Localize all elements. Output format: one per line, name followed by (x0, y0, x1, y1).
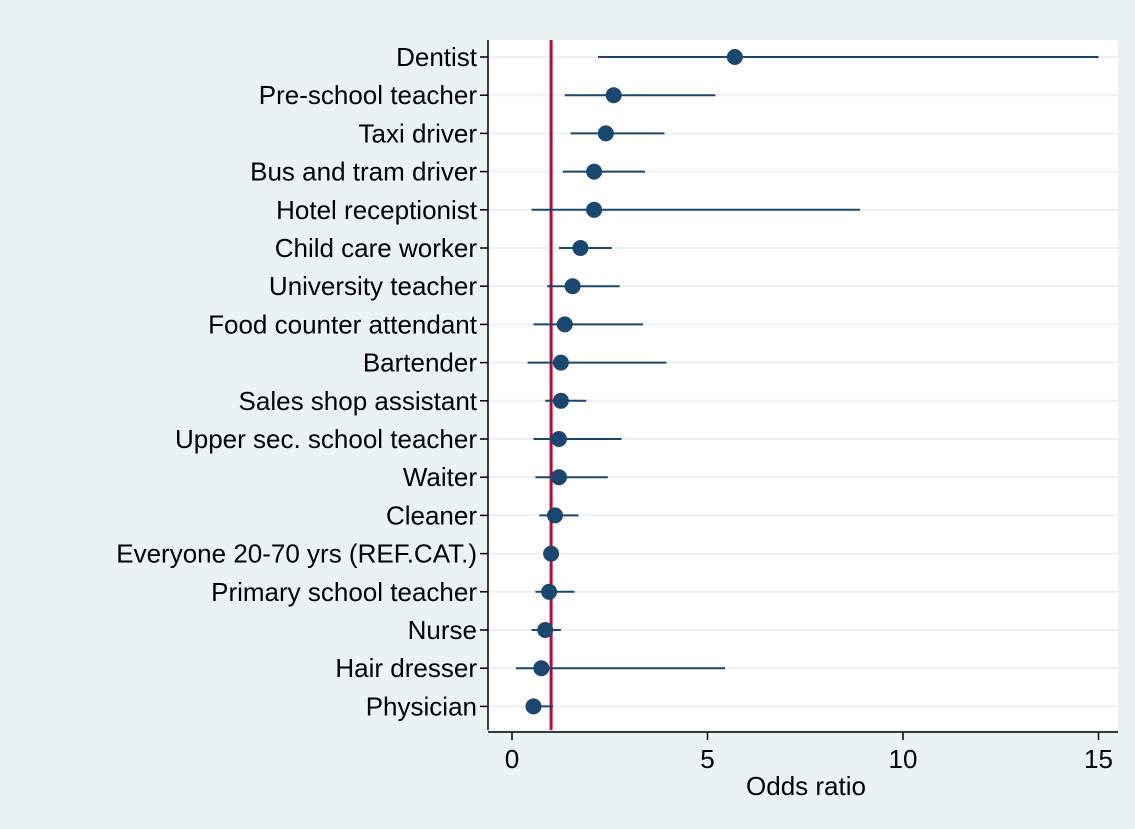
x-tick-label: 5 (700, 744, 714, 774)
x-tick-label: 15 (1084, 744, 1113, 774)
point-marker (552, 392, 569, 409)
point-marker (564, 278, 581, 295)
point-marker (726, 49, 743, 65)
point-marker (586, 201, 603, 218)
category-label: Pre-school teacher (259, 80, 478, 110)
point-marker (605, 87, 622, 104)
point-marker (586, 163, 603, 180)
category-labels: Dentist Pre-school teacher Taxi driver Bus … (116, 42, 478, 721)
x-axis-title: Odds ratio (746, 771, 866, 801)
point-marker (572, 240, 589, 256)
x-tick-label: 10 (889, 744, 918, 774)
category-label: Primary school teacher (211, 577, 477, 607)
category-label: Nurse (408, 615, 477, 645)
category-label: Waiter (403, 462, 477, 492)
category-label: University teacher (269, 271, 477, 301)
category-label: Child care worker (275, 233, 478, 263)
point-marker (550, 431, 567, 447)
category-label: Hair dresser (335, 653, 477, 683)
point-marker (537, 622, 554, 638)
point-marker (556, 316, 573, 333)
category-label: Physician (366, 691, 477, 721)
point-marker (547, 507, 564, 524)
category-label: Bartender (363, 348, 478, 378)
point-marker (533, 660, 550, 677)
point-marker (541, 583, 558, 600)
category-label: Cleaner (386, 500, 477, 530)
category-label: Everyone 20-70 yrs (REF.CAT.) (116, 539, 477, 569)
x-tick-label: 0 (505, 744, 519, 774)
point-marker (552, 354, 569, 371)
category-label: Dentist (396, 42, 478, 72)
category-label: Sales shop assistant (239, 386, 478, 416)
category-label: Hotel receptionist (276, 195, 478, 225)
axes: 0 5 10 15 (480, 40, 1118, 774)
category-label: Taxi driver (359, 118, 478, 148)
category-label: Bus and tram driver (250, 157, 477, 187)
point-marker (525, 698, 542, 715)
plot-area (488, 40, 1118, 730)
point-marker (543, 545, 560, 562)
markers (525, 49, 743, 715)
category-label: Upper sec. school teacher (175, 424, 477, 454)
point-marker (597, 125, 614, 142)
category-label: Food counter attendant (208, 309, 478, 339)
point-marker (550, 469, 567, 486)
